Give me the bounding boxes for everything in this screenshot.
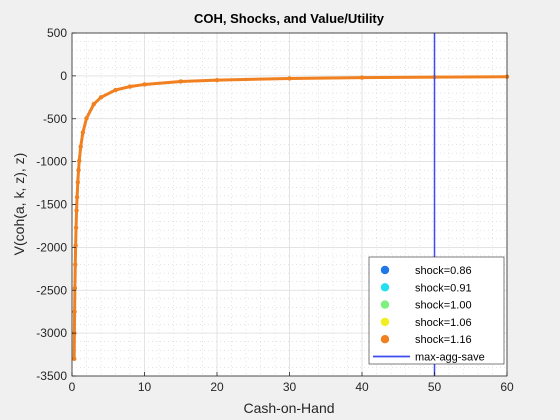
data-point [74,208,79,213]
data-point [91,101,96,107]
data-point [77,158,82,163]
x-tick-label: 40 [355,380,369,394]
legend-label: shock=1.00 [415,300,472,312]
legend-marker [380,283,390,292]
data-point [113,87,118,93]
series-line [72,75,508,359]
legend-label: shock=0.91 [415,282,472,294]
data-point [98,95,104,100]
x-tick-label: 60 [500,380,514,394]
data-point [73,225,79,230]
tick-layer: 0 10 20 30 40 50 60 500 0 -500 -1000 -1500 -2000 -250… [36,26,514,394]
legend-marker [380,300,390,309]
y-tick-label: -500 [43,112,67,126]
series-layer [71,74,510,362]
legend: shock=0.86 shock=0.91 shock=1.00 shock=1.06… [368,256,505,365]
y-tick-label: -2500 [36,283,67,297]
data-point [214,77,220,83]
data-point [76,168,81,173]
data-point [359,75,365,80]
data-point [73,243,78,248]
y-tick-label: -2000 [36,240,67,254]
legend-marker [380,265,390,275]
y-tick-label: 500 [47,26,67,40]
data-point [78,144,83,149]
legend-marker [380,317,390,327]
y-tick-label: -1000 [36,155,67,169]
x-tick-label: 50 [428,380,442,394]
x-axis-label: Cash-on-Hand [243,400,334,416]
x-tick-label: 20 [210,380,224,394]
data-point [178,79,183,84]
legend-label: shock=0.86 [415,265,472,277]
data-point [142,82,147,87]
data-point [84,116,89,121]
y-tick-label: -3500 [36,369,67,383]
legend-label: shock=1.06 [415,317,472,329]
data-point [74,195,80,200]
data-point [127,84,133,89]
data-point [72,309,77,314]
x-tick-label: 0 [69,380,76,394]
legend-box [368,256,505,365]
data-point [71,356,77,362]
y-tick-label: -3000 [36,326,67,340]
data-point [72,285,78,291]
chart-title: COH, Shocks, and Value/Utility [194,11,385,26]
data-point [80,130,86,135]
y-tick-label: -1500 [36,198,67,212]
data-point [73,262,78,267]
data-point [75,180,81,185]
x-tick-label: 10 [138,380,152,394]
legend-marker [380,335,390,344]
legend-label: shock=1.16 [415,334,472,346]
x-tick-label: 30 [283,380,297,394]
y-tick-label: 0 [60,69,67,83]
legend-label: max-agg-save [415,352,485,364]
y-axis-label: V(coh(a, k, z), z) [11,153,27,256]
data-point [287,76,292,81]
